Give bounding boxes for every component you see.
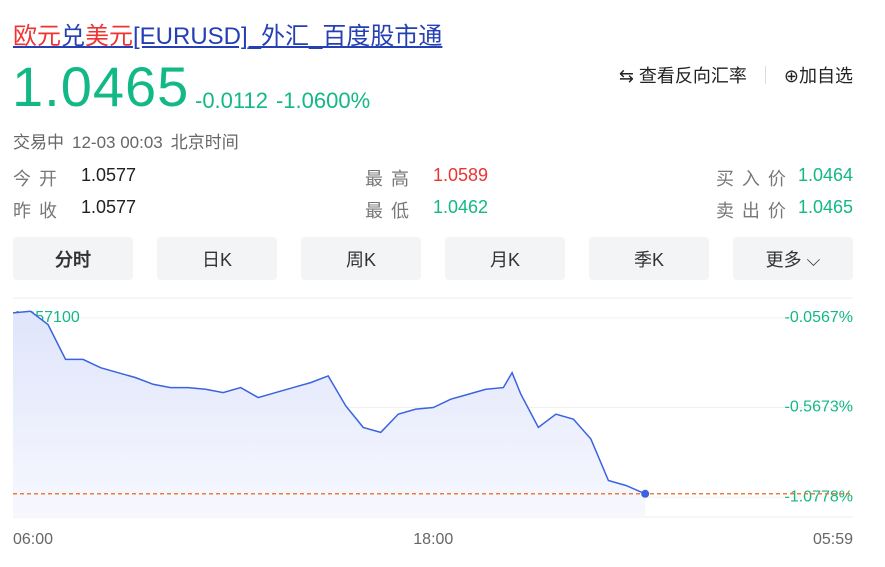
title-part: [EURUSD]_外汇_百度股市通	[133, 23, 443, 50]
stat: 最低 1.0462	[365, 197, 488, 223]
stat-value: 1.0577	[81, 197, 137, 217]
chart: 1.0463001.0517001.057100-1.0778%-0.5673%…	[12, 297, 854, 548]
timezone: 北京时间	[170, 133, 239, 152]
change-abs: -0.0112	[195, 88, 268, 113]
stat-label: 最低	[365, 201, 417, 221]
reverse-button[interactable]: ⇆ 查看反向汇率	[618, 66, 747, 86]
tab[interactable]: 周K	[301, 237, 421, 280]
tab[interactable]: 日K	[157, 237, 277, 280]
x-tick-label: 05:59	[813, 531, 853, 548]
change: -0.0112 -1.0600%	[195, 88, 378, 114]
price: 1.0465	[12, 55, 190, 118]
stat-label: 买入价	[715, 169, 794, 189]
stat: 卖出价 1.0465	[716, 197, 853, 223]
title-part: 美元	[85, 23, 133, 50]
stat-value: 1.0464	[797, 165, 853, 185]
last-point	[641, 489, 650, 498]
stat: 昨收 1.0577	[13, 197, 136, 223]
stat-label: 昨收	[13, 201, 65, 221]
stat-value: 1.0462	[433, 197, 489, 217]
title-part: 欧元	[13, 23, 61, 50]
stat-label: 今开	[13, 169, 65, 189]
y2-tick-label: -0.5673%	[785, 399, 854, 416]
status: 交易中 12-03 00:03 北京时间	[13, 128, 247, 153]
tab[interactable]: 更多 ⌵	[733, 237, 853, 280]
stat-label: 最高	[365, 169, 417, 189]
time: 12-03 00:03	[72, 133, 163, 152]
area	[13, 311, 646, 517]
label: 查看反向汇率	[638, 66, 747, 86]
label: 加自选	[799, 66, 853, 86]
stat-value: 1.0589	[433, 165, 489, 185]
tab[interactable]: 季K	[589, 237, 709, 280]
stat-label: 卖出价	[715, 201, 794, 221]
stat: 最高 1.0589	[365, 165, 488, 191]
separator	[764, 66, 766, 84]
status-text: 交易中	[13, 133, 64, 152]
watch-button[interactable]: ⊕加自选	[783, 66, 853, 86]
change-pct: -1.0600%	[275, 88, 371, 113]
stat: 买入价 1.0464	[716, 165, 853, 191]
y2-tick-label: -1.0778%	[785, 488, 854, 505]
actions: ⇆ 查看反向汇率 ⊕加自选	[619, 62, 853, 88]
stat: 今开 1.0577	[13, 165, 136, 191]
x-tick-label: 06:00	[13, 531, 53, 548]
title-part: 兑	[61, 23, 85, 50]
line	[12, 310, 646, 495]
stat-value: 1.0577	[81, 165, 137, 185]
tab[interactable]: 分时	[13, 237, 133, 280]
y2-tick-label: -0.0567%	[785, 309, 854, 326]
stat-value: 1.0465	[797, 197, 853, 217]
title[interactable]: 欧元兑美元[EURUSD]_外汇_百度股市通	[13, 16, 442, 51]
x-tick-label: 18:00	[413, 531, 453, 548]
tab[interactable]: 月K	[445, 237, 565, 280]
